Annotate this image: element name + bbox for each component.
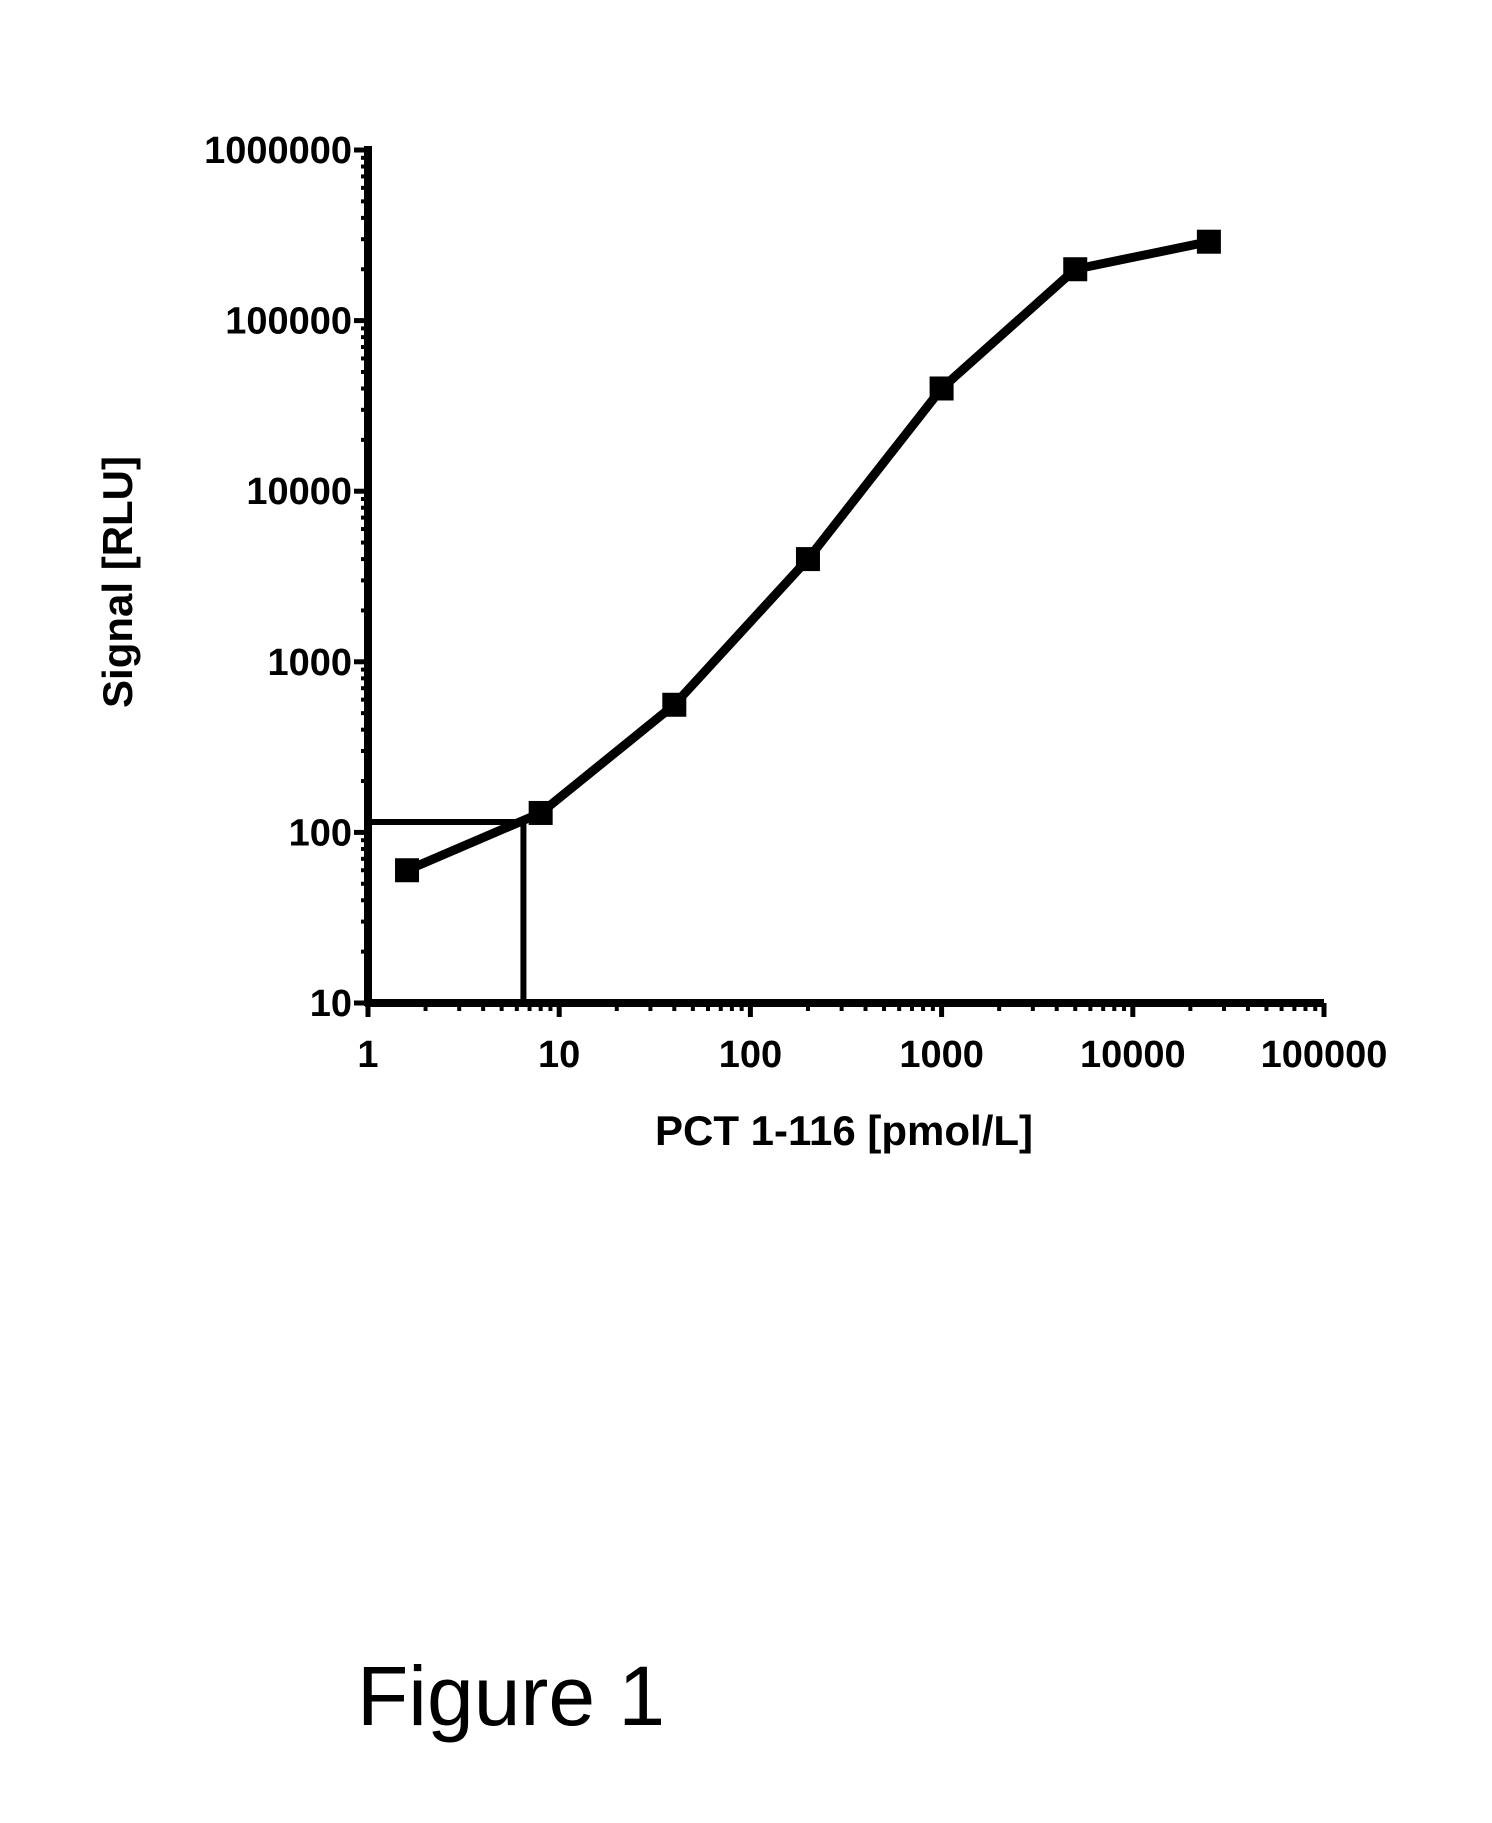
data-point-marker <box>529 801 553 825</box>
x-axis-title: PCT 1-116 [pmol/L] <box>655 1107 1033 1154</box>
data-point-marker <box>796 547 820 571</box>
y-tick-label: 100000 <box>225 301 352 343</box>
axes <box>354 146 1324 1017</box>
x-tick-labels: 1 10 100 1000 10000 100000 <box>357 1034 1387 1076</box>
x-tick-label: 10000 <box>1080 1034 1186 1076</box>
data-point-marker <box>930 376 954 400</box>
y-tick-labels: 10 100 1000 10000 100000 1000000 <box>204 130 352 1025</box>
data-point-marker <box>662 693 686 717</box>
y-tick-label: 100 <box>289 812 352 854</box>
x-tick-label: 1000 <box>899 1034 984 1076</box>
y-axis-title: Signal [RLU] <box>94 456 141 708</box>
y-tick-label: 1000 <box>267 642 352 684</box>
x-tick-label: 100 <box>719 1034 782 1076</box>
x-tick-label: 10 <box>538 1034 580 1076</box>
x-tick-label: 1 <box>357 1034 378 1076</box>
x-tick-label: 100000 <box>1261 1034 1388 1076</box>
data-point-marker <box>395 858 419 882</box>
y-tick-label: 1000000 <box>204 130 352 172</box>
figure-caption: Figure 1 <box>357 1649 665 1743</box>
y-tick-label: 10 <box>310 983 352 1025</box>
y-tick-label: 10000 <box>246 471 352 513</box>
data-point-marker <box>1197 230 1221 254</box>
series <box>395 230 1221 883</box>
data-point-marker <box>1063 257 1087 281</box>
